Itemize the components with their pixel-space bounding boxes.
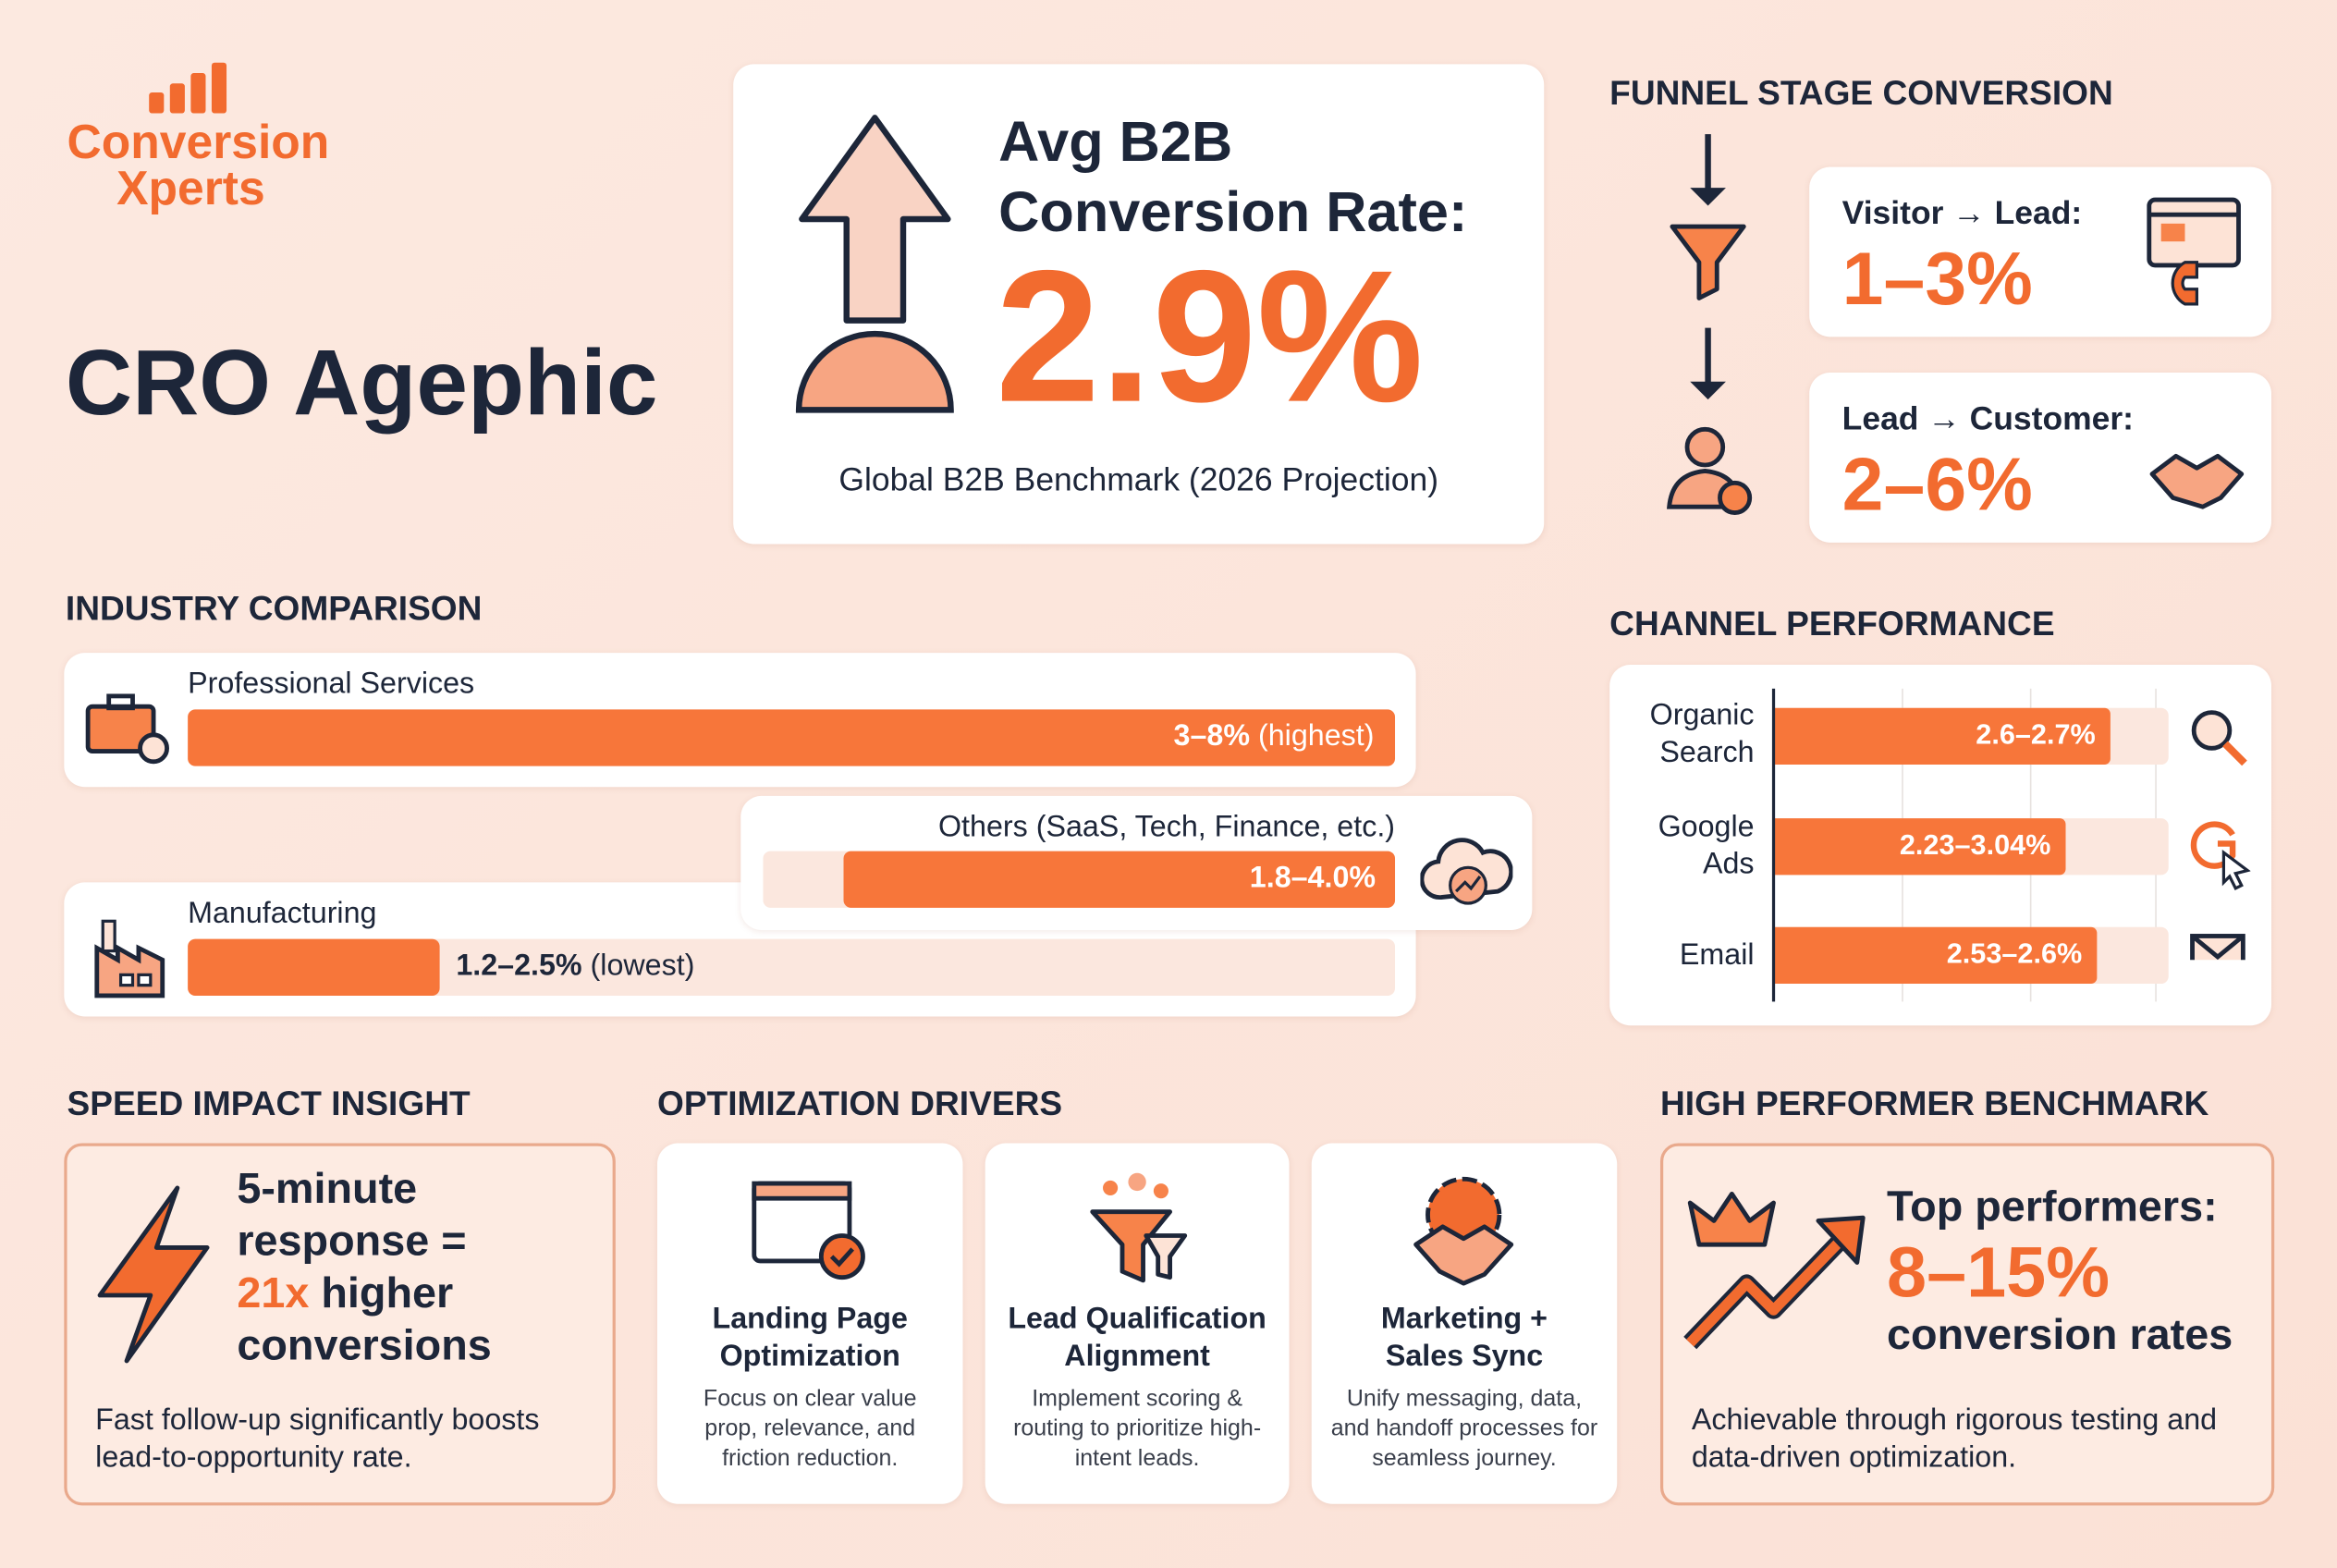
- benchmark-value: 8–15%: [1887, 1233, 2111, 1314]
- headline-text: higher conversions: [237, 1269, 492, 1370]
- speed-headline: 5-minute response = 21x higher conversio…: [237, 1164, 534, 1373]
- briefcase-icon: [85, 693, 169, 765]
- growth-icon: [1683, 1191, 1866, 1350]
- section-heading: OPTIMIZATION DRIVERS: [656, 1084, 1063, 1122]
- industry-label: Professional Services: [188, 668, 475, 701]
- channel-label: Email: [1679, 938, 1755, 973]
- sync-icon: [1413, 1176, 1514, 1286]
- section-heading: FUNNEL STAGE CONVERSION: [1609, 72, 2113, 112]
- industry-label: Others (SaaS, Tech, Finance, etc.): [937, 811, 1396, 844]
- hero-card: Avg B2B Conversion Rate: 2.9% Global B2B…: [733, 64, 1545, 545]
- hero-value: 2.9%: [995, 230, 1424, 442]
- benchmark-line: Top performers:: [1887, 1183, 2218, 1231]
- headline-text: 5-minute response =: [237, 1165, 467, 1266]
- value-text: 3–8%: [1173, 719, 1251, 753]
- benchmark-card: Top performers: 8–15% conversion rates A…: [1659, 1143, 2275, 1506]
- benchmark-body: Achievable through rigorous testing and …: [1691, 1403, 2218, 1475]
- funnel-card: Visitor → Lead: 1–3%: [1809, 166, 2271, 337]
- handshake-icon: [2149, 453, 2245, 509]
- landing-page-icon: [752, 1181, 865, 1280]
- section-heading: SPEED IMPACT INSIGHT: [67, 1084, 471, 1122]
- speed-card: 5-minute response = 21x higher conversio…: [64, 1143, 616, 1506]
- channel-icons: [2190, 710, 2251, 961]
- driver-card: Lead Qualification Alignment Implement s…: [985, 1143, 1290, 1504]
- arrow-icon: [795, 115, 954, 413]
- industry-bar: [843, 851, 1396, 908]
- axis-line: [1771, 688, 1776, 1002]
- channel-bar: [1773, 926, 2098, 985]
- driver-body: Focus on clear value prop, relevance, an…: [703, 1386, 917, 1472]
- channel-label: Google Ads: [1658, 811, 1755, 881]
- driver-body: Unify messaging, data, and handoff proce…: [1330, 1386, 1598, 1472]
- industry-value: 3–8% (highest): [1174, 720, 1375, 754]
- logo-text: Conversion Xperts: [64, 115, 332, 212]
- channel-label: Organic Search: [1649, 699, 1755, 769]
- channel-card: Organic Search Google Ads Email 2.6–2.7%…: [1609, 665, 2271, 1026]
- funnel-value: 1–3%: [1841, 237, 2033, 321]
- industry-card: Manufacturing 1.2–2.5% (lowest): [64, 882, 1416, 1017]
- bolt-icon: [97, 1185, 210, 1364]
- hero-heading: Avg B2B Conversion Rate:: [998, 111, 1468, 245]
- driver-title: Lead Qualification Alignment: [1008, 1303, 1266, 1373]
- main-title: CRO Agephic: [65, 332, 658, 435]
- channel-bar: [1773, 707, 2111, 766]
- funnel-label: Visitor → Lead:: [1841, 193, 2083, 231]
- industry-value: 1.8–4.0%: [1249, 861, 1377, 895]
- driver-title: Marketing + Sales Sync: [1380, 1303, 1548, 1373]
- industry-card: Professional Services 3–8% (highest): [64, 653, 1416, 788]
- industry-bar: [188, 938, 440, 996]
- note-text: (lowest): [590, 949, 695, 983]
- benchmark-line: conversion rates: [1887, 1311, 2233, 1360]
- section-heading: HIGH PERFORMER BENCHMARK: [1659, 1084, 2209, 1122]
- funnel-flow-icons: [1667, 134, 1753, 516]
- section-heading: INDUSTRY COMPARISON: [65, 588, 483, 628]
- logo-line: Xperts: [116, 161, 265, 215]
- channel-value: 2.6–2.7%: [1976, 719, 2096, 752]
- industry-value: 1.2–2.5% (lowest): [456, 949, 694, 984]
- funnel-card: Lead → Customer: 2–6%: [1809, 373, 2271, 543]
- cloud-icon: [1420, 838, 1513, 905]
- section-heading: CHANNEL PERFORMANCE: [1609, 603, 2055, 643]
- funnel-label: Lead → Customer:: [1841, 399, 2135, 437]
- funnel-value: 2–6%: [1841, 442, 2033, 527]
- industry-card: Others (SaaS, Tech, Finance, etc.) 1.8–4…: [740, 795, 1533, 931]
- driver-card: Landing Page Optimization Focus on clear…: [656, 1143, 963, 1504]
- channel-bar: [1773, 818, 2066, 876]
- note-text: (highest): [1257, 719, 1375, 753]
- magnet-icon: [2147, 197, 2241, 306]
- headline-highlight: 21x: [237, 1269, 310, 1318]
- channel-value: 2.53–2.6%: [1946, 938, 2083, 971]
- channel-value: 2.23–3.04%: [1899, 829, 2051, 862]
- logo-icon: [149, 62, 227, 114]
- industry-bar: [188, 709, 1396, 766]
- driver-title: Landing Page Optimization: [712, 1303, 908, 1373]
- factory-icon: [94, 919, 165, 998]
- driver-body: Implement scoring & routing to prioritiz…: [1013, 1386, 1262, 1472]
- value-text: 1.2–2.5%: [456, 949, 582, 983]
- industry-label: Manufacturing: [188, 897, 377, 931]
- driver-card: Marketing + Sales Sync Unify messaging, …: [1311, 1143, 1618, 1504]
- filter-icon: [1090, 1172, 1188, 1283]
- hero-caption: Global B2B Benchmark (2026 Projection): [838, 460, 1439, 498]
- speed-body: Fast follow-up significantly boosts lead…: [95, 1403, 540, 1475]
- logo-line: Conversion: [67, 115, 330, 169]
